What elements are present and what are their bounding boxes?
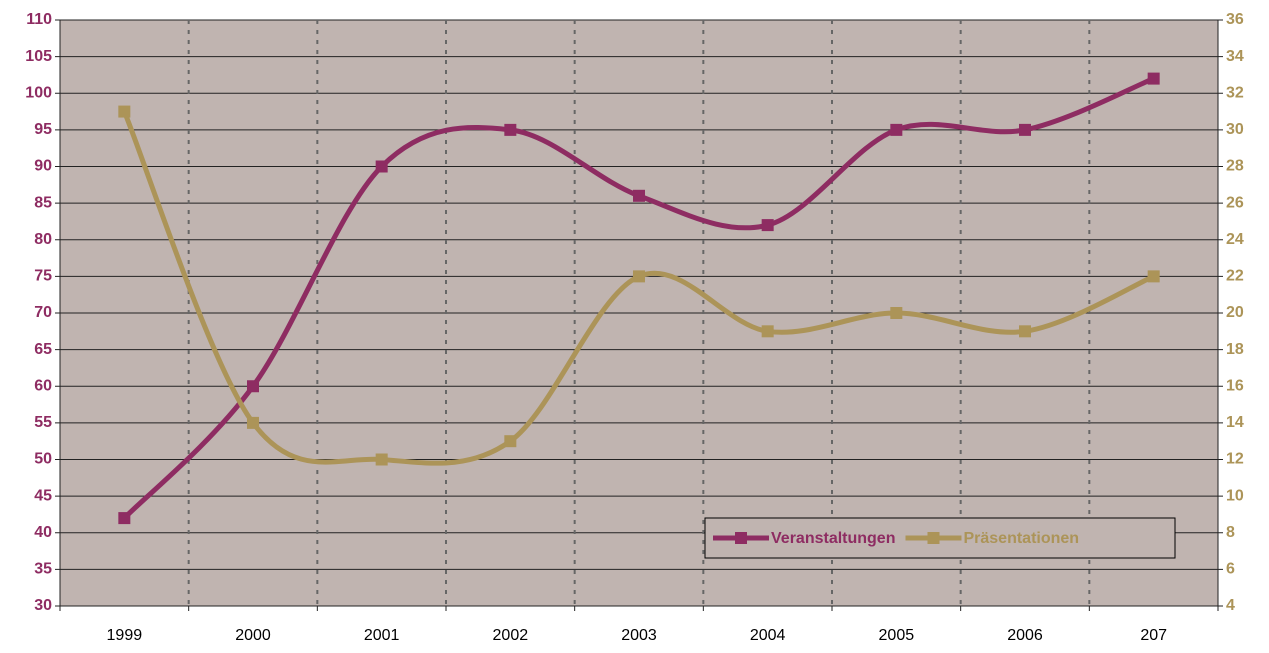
y-tick-label: 90: [34, 158, 52, 175]
marker: [633, 189, 645, 202]
legend-marker: [927, 532, 940, 544]
y-tick-label: 75: [34, 268, 52, 285]
x-tick-label: 207: [1140, 627, 1167, 644]
y2-tick-label: 18: [1226, 341, 1244, 358]
series-line: [122, 76, 1155, 520]
marker: [1147, 270, 1160, 283]
y2-tick-label: 30: [1226, 121, 1244, 138]
y2-tick-label: 12: [1226, 451, 1244, 468]
y2-tick-label: 32: [1226, 84, 1244, 101]
legend-label: Präsentationen: [963, 530, 1079, 547]
y-tick-label: 110: [26, 11, 52, 28]
x-tick-label: 2000: [235, 627, 271, 644]
y-tick-label: 30: [34, 597, 52, 614]
y-tick-label: 45: [34, 487, 52, 504]
marker: [247, 416, 259, 429]
y2-tick-label: 22: [1226, 268, 1244, 285]
marker: [375, 160, 388, 173]
y2-tick-label: 16: [1226, 377, 1244, 394]
y-tick-label: 50: [34, 451, 52, 468]
marker: [761, 325, 774, 338]
y2-tick-label: 24: [1226, 231, 1244, 248]
marker: [504, 435, 517, 448]
y2-tick-label: 28: [1226, 158, 1244, 175]
marker: [1147, 72, 1160, 85]
marker: [890, 307, 903, 319]
x-tick-label: 2006: [1007, 627, 1043, 644]
y2-tick-label: 4: [1226, 597, 1235, 614]
y-tick-label: 95: [34, 121, 52, 138]
y2-tick-label: 14: [1226, 414, 1244, 431]
y-tick-label: 60: [34, 377, 52, 394]
x-tick-label: 2001: [364, 627, 400, 644]
marker: [890, 123, 903, 136]
x-tick-label: 1999: [107, 627, 143, 644]
y-tick-label: 55: [34, 414, 52, 431]
marker: [247, 380, 259, 393]
y2-tick-label: 36: [1226, 11, 1244, 28]
marker: [375, 453, 388, 466]
legend-marker: [735, 532, 747, 544]
y2-tick-label: 34: [1226, 48, 1244, 65]
marker: [118, 105, 131, 118]
y-tick-label: 85: [34, 194, 52, 211]
marker: [504, 123, 517, 136]
y-tick-label: 100: [25, 84, 52, 101]
marker: [633, 270, 645, 283]
marker: [761, 219, 774, 232]
x-tick-label: 2005: [879, 627, 915, 644]
marker: [1019, 325, 1031, 338]
y-tick-label: 80: [34, 231, 52, 248]
x-tick-label: 2004: [750, 627, 786, 644]
legend-label: Veranstaltungen: [771, 530, 895, 547]
x-tick-label: 2003: [621, 627, 657, 644]
y2-tick-label: 6: [1226, 561, 1235, 578]
y-tick-label: 35: [34, 561, 52, 578]
y2-tick-label: 20: [1226, 304, 1244, 321]
marker: [1019, 123, 1031, 136]
y-tick-label: 65: [34, 341, 52, 358]
y2-tick-label: 8: [1226, 524, 1235, 541]
y-tick-label: 70: [34, 304, 52, 321]
x-tick-label: 2002: [493, 627, 529, 644]
y2-tick-label: 10: [1226, 487, 1244, 504]
y-tick-label: 40: [34, 524, 52, 541]
y2-tick-label: 26: [1226, 194, 1244, 211]
y-tick-label: 105: [25, 48, 52, 65]
marker: [118, 512, 131, 525]
